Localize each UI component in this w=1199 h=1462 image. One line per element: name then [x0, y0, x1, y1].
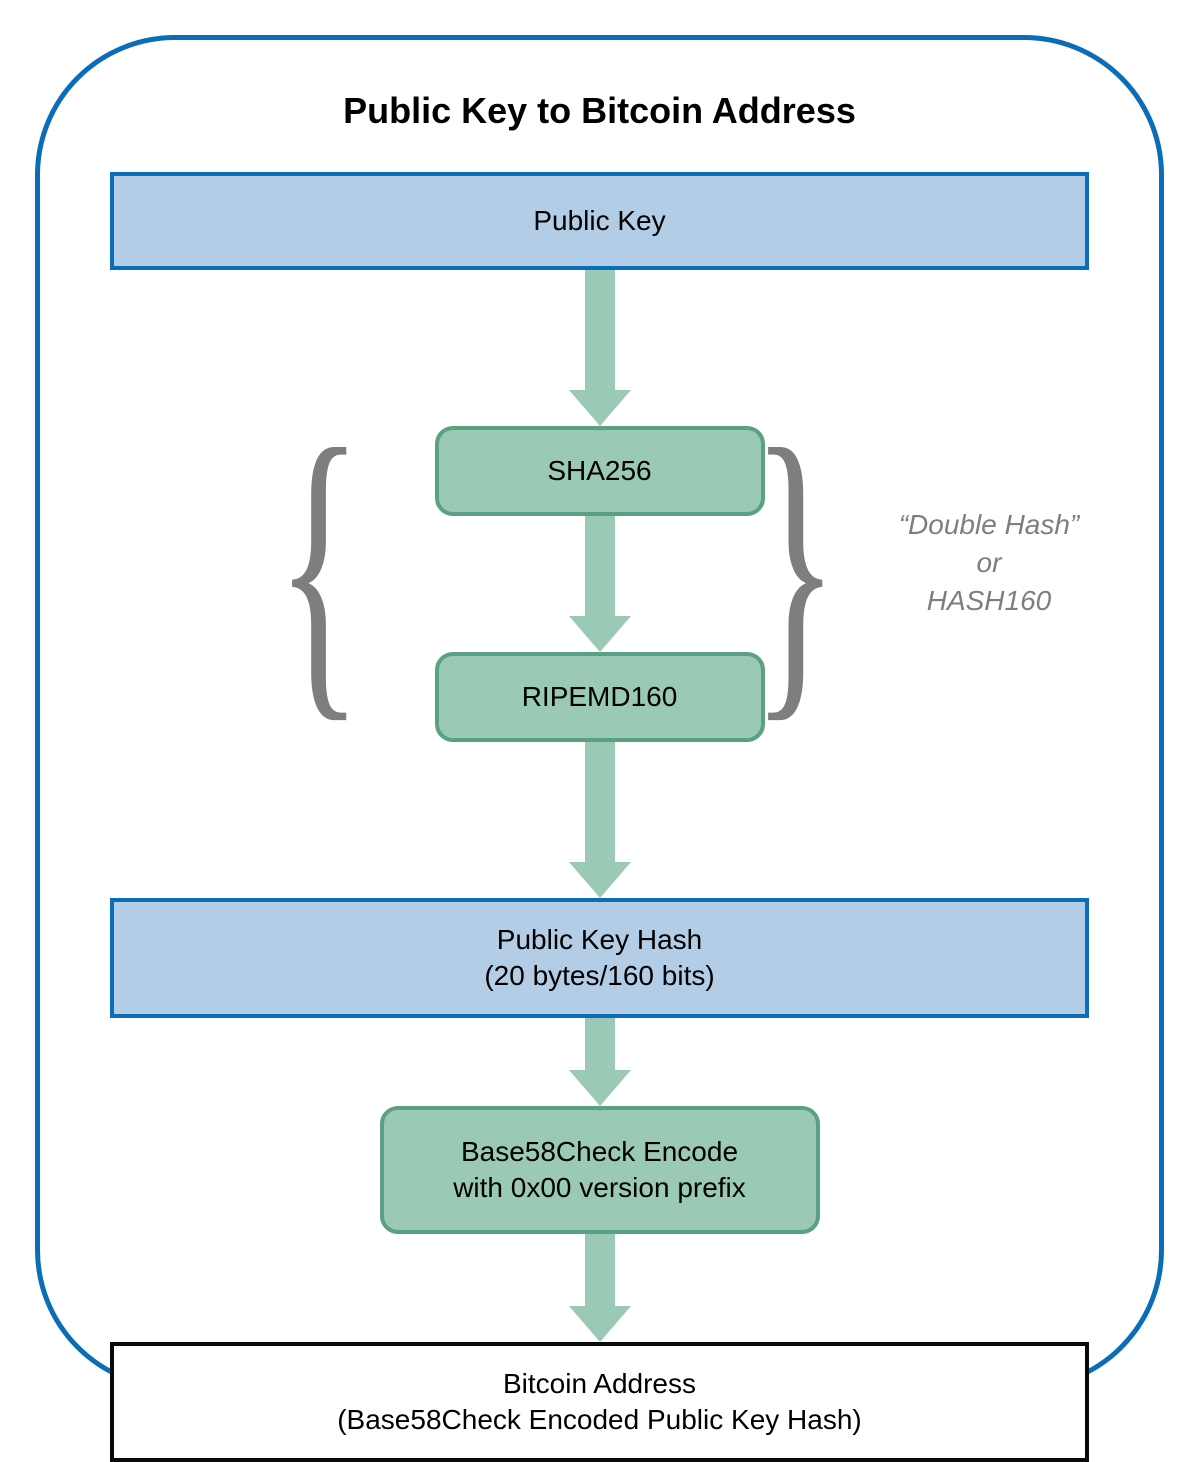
arrow-down-icon [569, 1018, 631, 1106]
node-public-key-hash: Public Key Hash (20 bytes/160 bits) [110, 898, 1089, 1018]
arrow [569, 516, 631, 652]
diagram-frame: Public Key to Bitcoin Address Public Key… [35, 35, 1164, 1390]
arrow [569, 742, 631, 898]
arrow-down-icon [569, 1234, 631, 1342]
hash-group: { SHA256 RIPEMD160 } “Double Hash” or HA… [110, 426, 1089, 742]
annotation-line: HASH160 [884, 582, 1094, 620]
hash-stack: SHA256 RIPEMD160 [435, 426, 765, 742]
node-base58check: Base58Check Encode with 0x00 version pre… [380, 1106, 820, 1234]
arrow [569, 1234, 631, 1342]
node-sublabel: (20 bytes/160 bits) [484, 960, 714, 992]
arrow-down-icon [569, 270, 631, 426]
node-sha256: SHA256 [435, 426, 765, 516]
diagram-title: Public Key to Bitcoin Address [110, 90, 1089, 132]
arrow-down-icon [569, 516, 631, 652]
arrow [569, 1018, 631, 1106]
flow-column: Public Key { SHA256 RIPEMD160 } [110, 172, 1089, 1462]
node-sublabel: (Base58Check Encoded Public Key Hash) [337, 1404, 862, 1436]
node-label: Bitcoin Address [503, 1368, 696, 1400]
node-public-key: Public Key [110, 172, 1089, 270]
node-bitcoin-address: Bitcoin Address (Base58Check Encoded Pub… [110, 1342, 1089, 1462]
node-label: RIPEMD160 [522, 681, 678, 713]
brace-right-icon: } [751, 401, 838, 731]
node-label: Base58Check Encode [461, 1136, 738, 1168]
annotation-line: or [884, 544, 1094, 582]
node-label: Public Key [533, 205, 665, 237]
node-ripemd160: RIPEMD160 [435, 652, 765, 742]
arrow-down-icon [569, 742, 631, 898]
annotation-line: “Double Hash” [884, 506, 1094, 544]
arrow [569, 270, 631, 426]
node-sublabel: with 0x00 version prefix [453, 1172, 746, 1204]
node-label: Public Key Hash [497, 924, 702, 956]
node-label: SHA256 [547, 455, 651, 487]
brace-left-icon: { [276, 401, 363, 731]
hash-annotation: “Double Hash” or HASH160 [884, 506, 1094, 619]
